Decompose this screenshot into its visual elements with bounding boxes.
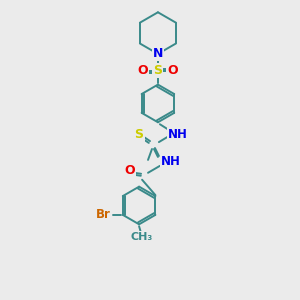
Text: O: O bbox=[167, 64, 178, 77]
Text: Br: Br bbox=[95, 208, 110, 221]
Text: S: S bbox=[153, 64, 162, 77]
Text: O: O bbox=[138, 64, 148, 77]
Text: CH₃: CH₃ bbox=[131, 232, 153, 242]
Text: S: S bbox=[135, 128, 144, 141]
Text: O: O bbox=[125, 164, 136, 177]
Text: NH: NH bbox=[168, 128, 188, 141]
Text: NH: NH bbox=[161, 155, 181, 168]
Text: NH: NH bbox=[164, 154, 184, 167]
Text: N: N bbox=[153, 47, 163, 60]
